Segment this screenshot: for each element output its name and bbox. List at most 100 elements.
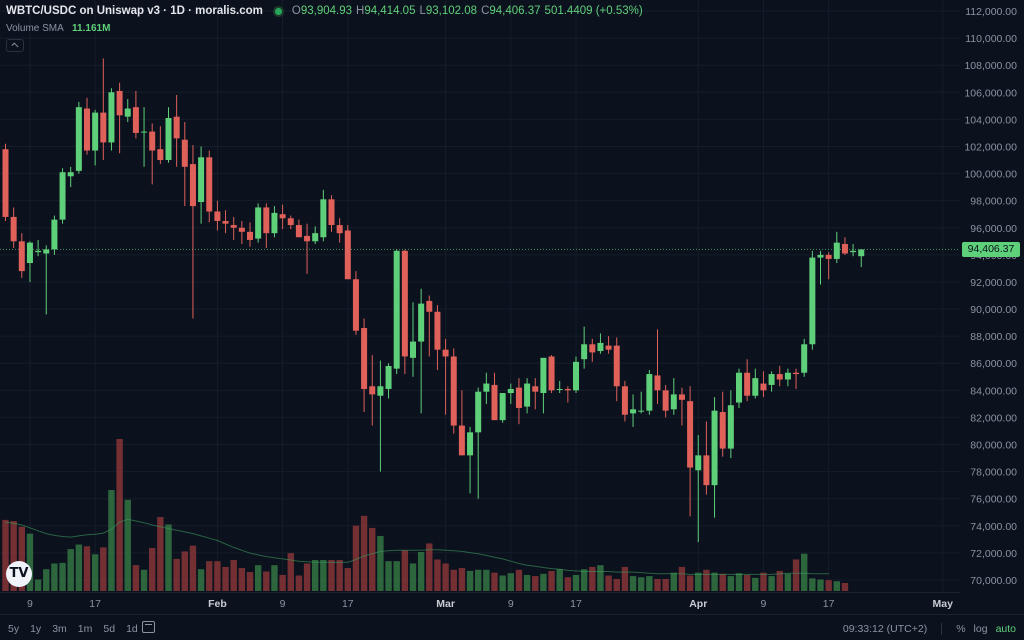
volume-bar [157, 517, 164, 591]
candle-up [638, 410, 645, 412]
volume-bar [483, 569, 490, 591]
clock-time[interactable]: 09:33:12 (UTC+2) [842, 623, 928, 635]
volume-bar [124, 499, 131, 591]
candle-down [84, 108, 90, 151]
candle-up [540, 357, 547, 394]
range-button-5d[interactable]: 5d [103, 623, 116, 635]
volume-bar [760, 572, 767, 591]
candle-up [711, 410, 718, 486]
candle-up [67, 172, 74, 177]
candle-down [18, 241, 25, 272]
volume-indicator[interactable]: Volume SMA 11.161M [6, 23, 110, 34]
candle-down [589, 344, 596, 353]
volume-bar [303, 563, 311, 591]
candle-down [719, 412, 726, 449]
volume-sma-label: Volume SMA [6, 23, 64, 34]
candle-up [858, 249, 865, 257]
volume-bar [548, 570, 555, 591]
y-tick-label: 100,000.00 [964, 169, 1017, 181]
close-label: C [481, 5, 490, 17]
candle-up [35, 250, 42, 253]
volume-bar [320, 560, 327, 591]
volume-bar [254, 565, 262, 591]
candle-down [662, 390, 669, 411]
candle-down [279, 214, 286, 219]
volume-bar [377, 535, 384, 591]
volume-bar [580, 569, 588, 591]
candle-down [336, 225, 343, 234]
volume-bar [540, 573, 547, 591]
y-tick-label: 110,000.00 [965, 33, 1017, 45]
candle-up [255, 207, 262, 239]
y-tick-label: 106,000.00 [964, 87, 1017, 99]
collapse-indicators-button[interactable] [6, 39, 24, 52]
log-scale-toggle[interactable]: log [973, 623, 988, 635]
y-tick-label: 76,000.00 [970, 494, 1017, 506]
x-tick-label: Mar [436, 598, 455, 610]
chart-header: WBTC/USDC on Uniswap v3 · 1D · moralis.c… [6, 5, 647, 17]
range-button-1d[interactable]: 1d [126, 623, 138, 635]
candle-down [793, 372, 800, 375]
volume-bar [18, 526, 25, 591]
x-tick-label: Feb [208, 598, 227, 610]
volume-bar [67, 549, 74, 591]
volume-sma-value: 11.161M [72, 23, 111, 34]
volume-bar [116, 439, 123, 591]
volume-bar [752, 577, 759, 591]
volume-bar [51, 563, 58, 591]
volume-bar [613, 578, 620, 591]
volume-bar [670, 572, 677, 591]
volume-bar [792, 559, 800, 591]
candle-down [426, 300, 433, 312]
volume-bar [83, 546, 91, 591]
auto-scale-toggle[interactable]: auto [995, 623, 1016, 635]
candle-up [597, 342, 604, 352]
volume-bar [638, 577, 645, 591]
range-button-3m[interactable]: 3m [52, 623, 67, 635]
candle-down [744, 372, 751, 396]
volume-bar [222, 566, 229, 591]
y-tick-label: 104,000.00 [964, 114, 1017, 126]
candle-up [271, 212, 278, 234]
y-tick-label: 80,000.00 [970, 440, 1017, 452]
candle-down [328, 199, 335, 226]
volume-bar [809, 578, 816, 591]
candle-up [670, 394, 677, 410]
volume-bar [735, 573, 743, 591]
candle-up [320, 199, 327, 238]
candle-up [809, 257, 816, 345]
volume-bar [2, 519, 9, 591]
volume-bar [295, 575, 303, 591]
tradingview-logo[interactable]: TV [6, 561, 32, 587]
x-tick-label: 9 [761, 598, 767, 610]
candle-down [532, 386, 539, 392]
volume-bar [287, 553, 294, 591]
range-button-1y[interactable]: 1y [30, 623, 42, 635]
range-button-1m[interactable]: 1m [77, 623, 93, 635]
candle-up [475, 391, 482, 433]
volume-bar [312, 560, 319, 591]
percent-scale-toggle[interactable]: % [956, 623, 966, 635]
candle-up [581, 344, 588, 360]
candle-down [157, 149, 164, 161]
volume-bar [352, 525, 360, 591]
volume-bar [491, 572, 498, 591]
candle-down [238, 227, 245, 232]
calendar-icon[interactable] [142, 621, 155, 633]
divider [941, 623, 943, 635]
symbol-title[interactable]: WBTC/USDC on Uniswap v3 · 1D · moralis.c… [6, 5, 263, 17]
candle-down [263, 207, 270, 234]
range-button-5y[interactable]: 5y [8, 623, 20, 635]
candle-up [850, 250, 857, 253]
volume-bar [189, 545, 197, 591]
candle-down [564, 388, 571, 391]
candle-down [100, 112, 107, 143]
volume-sma-line [5, 518, 829, 575]
volume-bar [279, 574, 286, 591]
candle-up [124, 108, 131, 117]
volume-bar [344, 568, 351, 591]
volume-bar [801, 553, 808, 591]
scale-options: 09:33:12 (UTC+2) % log auto [843, 623, 1016, 635]
x-tick-label: 9 [280, 598, 286, 610]
